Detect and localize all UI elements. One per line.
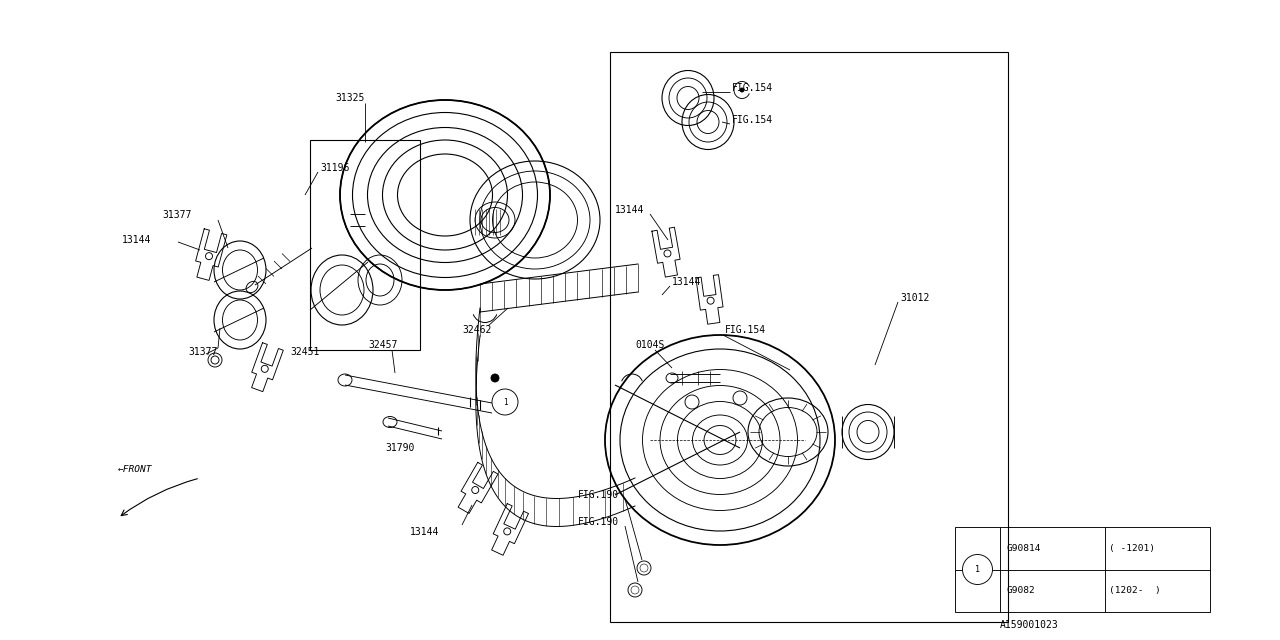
Text: 13144: 13144: [122, 235, 151, 245]
Text: G90814: G90814: [1006, 544, 1041, 553]
Text: 31012: 31012: [900, 293, 929, 303]
Text: FIG.154: FIG.154: [732, 83, 773, 93]
Text: ( -1201): ( -1201): [1108, 544, 1155, 553]
Text: 13144: 13144: [614, 205, 644, 215]
Text: 31196: 31196: [320, 163, 349, 173]
Text: 31377: 31377: [163, 210, 192, 220]
Text: FIG.154: FIG.154: [724, 325, 767, 335]
Text: 1: 1: [503, 397, 507, 406]
Text: 0104S: 0104S: [635, 340, 664, 350]
Text: FIG.190: FIG.190: [579, 517, 620, 527]
Bar: [310, 140, 420, 350]
Circle shape: [492, 389, 518, 415]
Circle shape: [963, 554, 992, 584]
Bar: [611, 52, 1009, 622]
Text: G9082: G9082: [1006, 586, 1034, 595]
Text: 32451: 32451: [291, 347, 320, 357]
Text: 32462: 32462: [462, 325, 492, 335]
Text: FIG.154: FIG.154: [732, 115, 773, 125]
Circle shape: [492, 374, 499, 382]
Text: 31325: 31325: [335, 93, 365, 103]
Circle shape: [740, 88, 744, 92]
Text: (1202-  ): (1202- ): [1108, 586, 1161, 595]
Text: 1: 1: [975, 565, 980, 574]
Text: 32457: 32457: [369, 340, 397, 350]
Text: 13144: 13144: [672, 277, 701, 287]
Bar: [955, 527, 1210, 612]
Text: 31790: 31790: [385, 443, 415, 453]
Text: A159001023: A159001023: [1000, 620, 1059, 630]
Text: FIG.190: FIG.190: [579, 490, 620, 500]
Text: 13144: 13144: [410, 527, 439, 537]
Text: 31377: 31377: [188, 347, 218, 357]
Text: ←FRONT: ←FRONT: [118, 465, 152, 474]
